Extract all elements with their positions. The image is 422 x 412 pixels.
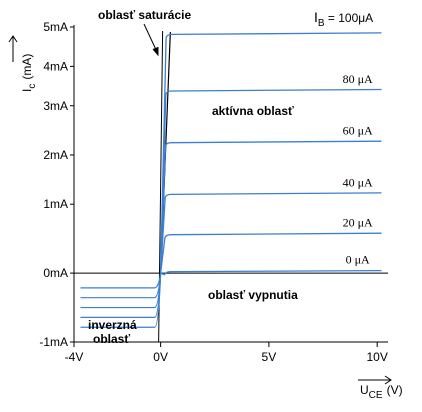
curve-label-60ua: 60 μA [343,124,373,138]
curve-0ua [160,269,382,276]
x-axis-title-symbol: U [360,383,369,397]
curve-labels: 0 μA 20 μA 40 μA 60 μA 80 μA [343,72,373,267]
x-tick-label: 0V [153,350,168,364]
y-tick-label: 0mA [43,266,68,280]
y-axis-title-unit: (mA) [20,54,34,80]
characteristic-curves [159,32,382,276]
y-axis-ticks: -1mA 0mA 1mA 2mA 3mA 4mA 5mA [39,20,74,349]
saturation-region-label: oblasť saturácie [98,8,191,22]
x-axis-title-subscript: CE [369,390,383,401]
x-tick-label: 10V [366,350,387,364]
y-tick-label: 5mA [43,20,68,34]
x-axis-title: UCE (V) [360,383,403,401]
inverse-region-curves [80,273,162,328]
curve-label-100ua: IB = 100μA [314,9,373,29]
curve-100ua [159,32,382,274]
inverse-region-label-line1: inverzná [88,318,137,332]
x-tick-label: -4V [65,350,84,364]
x-axis-ticks: -4V 0V 5V 10V [65,342,388,364]
y-axis-title-subscript: c [27,84,38,89]
x-tick-label: 5V [262,350,277,364]
curve-20ua [159,232,382,274]
inverse-curve [80,273,162,328]
svg-text:Ic(mA): Ic (mA) [20,54,38,92]
y-tick-label: 2mA [43,148,68,162]
y-tick-label: 3mA [43,99,68,113]
curve-label-20ua: 20 μA [343,216,373,230]
inverse-region-label-line2: oblasť [93,332,130,346]
x-axis-arrow [358,375,392,385]
cutoff-region-label: oblasť vypnutia [208,288,298,302]
curve-40ua [159,192,382,274]
y-axis-title: Ic (mA) [20,54,38,92]
saturation-arrow [143,23,159,57]
y-axis-title-symbol: I [20,89,34,92]
y-axis-arrow [8,35,18,62]
active-region-label: aktívna oblasť [212,104,294,118]
curve-60ua [159,140,382,274]
curve-label-0ua: 0 μA [346,253,370,267]
x-axis-title-unit: (V) [387,383,403,397]
curve-label-40ua: 40 μA [343,175,373,189]
y-tick-label: -1mA [39,335,68,349]
y-tick-label: 1mA [43,197,68,211]
y-tick-label: 4mA [43,59,68,73]
curve-80ua [159,88,382,274]
curve-label-80ua: 80 μA [343,72,373,86]
